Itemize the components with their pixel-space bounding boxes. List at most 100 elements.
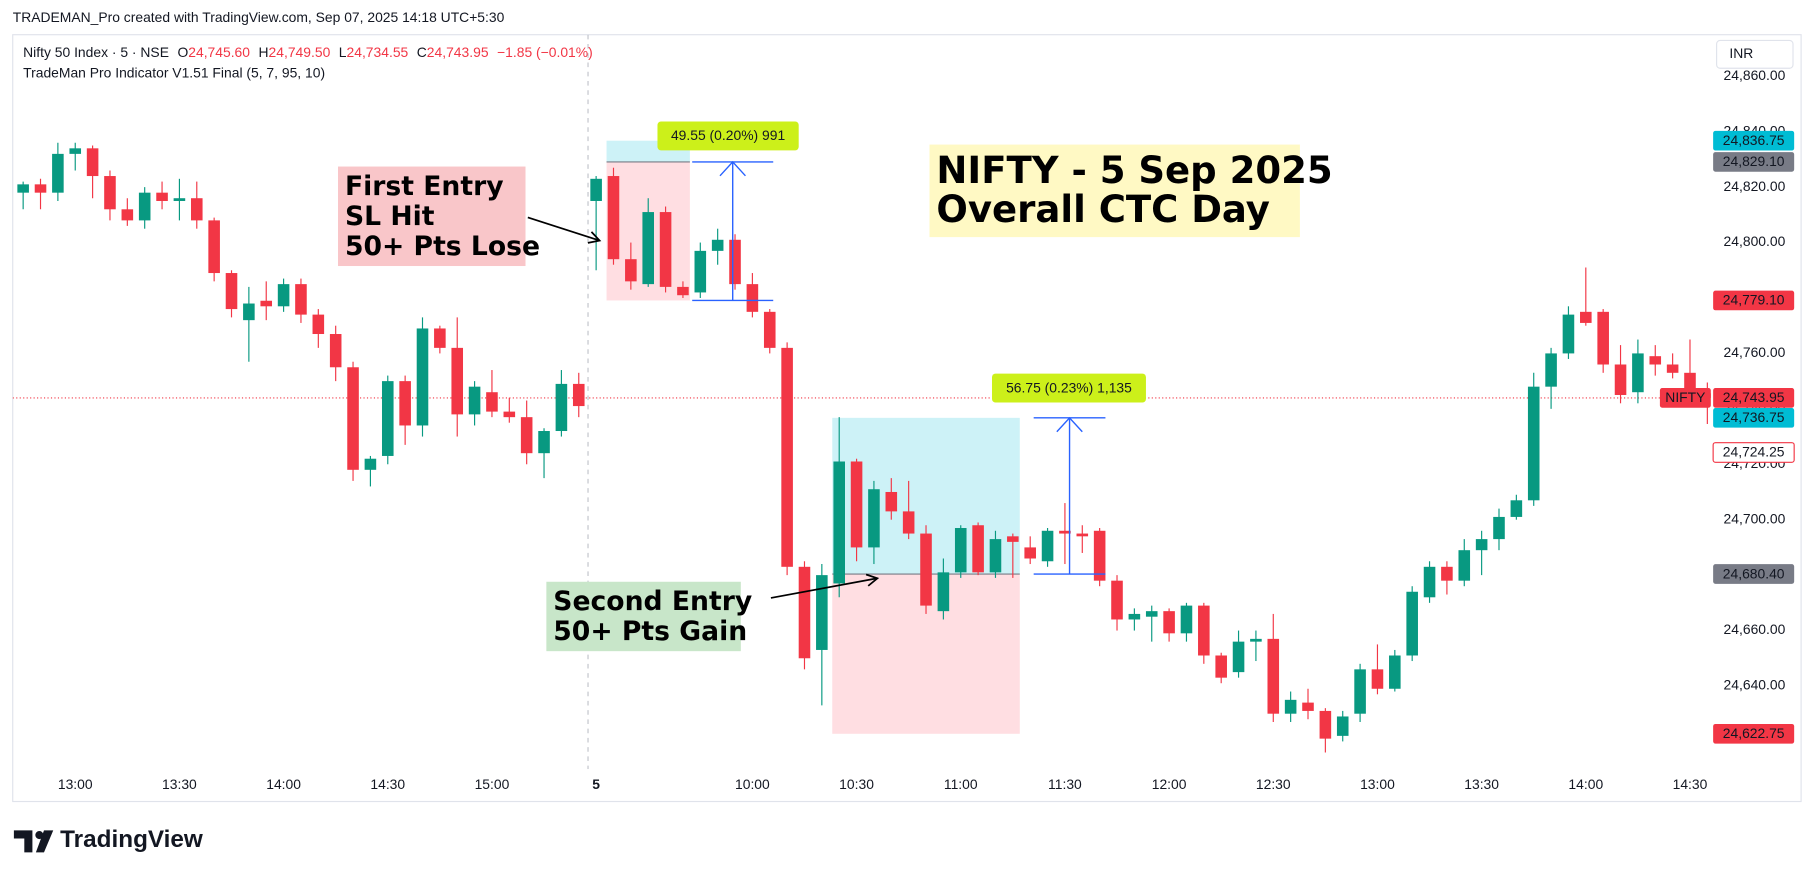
candle-body: [1632, 353, 1644, 393]
candle-body: [1406, 591, 1418, 656]
header-text: TRADEMAN_Pro created with TradingView.co…: [13, 9, 505, 25]
candle-body: [1510, 500, 1523, 517]
candle-body: [677, 286, 689, 296]
measure-label: 49.55 (0.20%) 991: [671, 127, 785, 143]
candle-body: [1371, 669, 1384, 689]
legend-symbol: Nifty 50 Index · 5 · NSE: [23, 44, 169, 60]
legend-key: C: [417, 44, 427, 60]
x-tick-label: 10:30: [839, 776, 874, 792]
candle-body: [1649, 356, 1662, 365]
candle-body: [781, 347, 793, 567]
x-tick-label: 12:00: [1152, 776, 1187, 792]
annotation-arrow: [527, 216, 602, 244]
annotation-box: [546, 581, 741, 652]
candle-body: [816, 575, 828, 650]
price-badge: [1713, 388, 1795, 408]
candle-body: [902, 511, 915, 534]
legend-value: 24,734.55: [347, 44, 409, 60]
measure-label: 56.75 (0.23%) 1,135: [1006, 379, 1132, 395]
candle-body: [1666, 364, 1679, 373]
price-badge-label: 24,736.75: [1723, 409, 1785, 425]
currency-button-box[interactable]: [1716, 39, 1794, 69]
logo-mark: [13, 830, 54, 853]
y-tick-label: 24,640.00: [1724, 677, 1786, 693]
candle-body: [555, 383, 568, 432]
candle-body: [798, 566, 811, 659]
candle-body: [1215, 655, 1227, 678]
x-tick-label: 14:30: [370, 776, 405, 792]
candle-body: [920, 533, 932, 606]
candle-body: [1302, 702, 1314, 711]
candle-body: [1354, 669, 1366, 714]
candle-body: [190, 198, 203, 221]
candle-body: [1319, 710, 1332, 739]
candle-body: [156, 192, 168, 201]
candle-body: [434, 328, 446, 348]
currency-label[interactable]: INR: [1729, 45, 1753, 61]
candle-body: [885, 491, 898, 512]
candle-body: [572, 383, 585, 407]
candle-body: [1093, 530, 1106, 581]
candle-body: [972, 525, 984, 573]
candle-body: [1562, 314, 1575, 354]
candle-body: [121, 209, 134, 221]
candle-body: [1250, 638, 1262, 642]
annotation-text: First Entry: [345, 171, 504, 202]
price-badge: [1713, 723, 1795, 744]
candle-body: [746, 284, 759, 312]
footer-text: TradingView: [60, 826, 203, 853]
x-tick-label: 11:00: [944, 776, 978, 792]
measure-label-box: [657, 121, 799, 151]
candle-body: [954, 528, 967, 573]
price-badge: [1713, 152, 1795, 172]
legend-key: L: [339, 44, 347, 60]
candle-body: [833, 461, 845, 584]
measure-label-box: [991, 373, 1146, 403]
footer-logo: TradingView: [13, 826, 203, 853]
legend-value: 24,745.60: [188, 44, 250, 60]
legend-value: 24,743.95: [427, 44, 489, 60]
annotation-text: Second Entry: [553, 586, 752, 617]
candle-body: [312, 314, 325, 335]
candle-body: [225, 273, 238, 310]
candle-body: [1684, 372, 1696, 390]
candle-body: [763, 311, 776, 348]
legend-value: 24,749.50: [269, 44, 331, 60]
candle-body: [34, 184, 47, 193]
currency-button[interactable]: INR: [1716, 39, 1794, 69]
candle-body: [1545, 353, 1557, 387]
candle-body: [1076, 533, 1089, 537]
candle-body: [260, 300, 273, 307]
price-badge: [1712, 442, 1795, 463]
y-tick-label: 24,660.00: [1724, 621, 1786, 637]
legend-key: H: [259, 44, 269, 60]
annotation-text: Overall CTC Day: [936, 188, 1269, 231]
candle-body: [1475, 539, 1488, 551]
price-badge-tag: [1659, 388, 1711, 408]
x-tick-label: 14:00: [1568, 776, 1603, 792]
y-tick-label: 24,820.00: [1724, 178, 1786, 194]
candle-body: [711, 239, 724, 251]
candle-body: [850, 461, 863, 548]
plot-area: [12, 34, 1711, 770]
legend: Nifty 50 Index · 5 · NSE O24,745.60 H24,…: [23, 44, 593, 60]
annotation-text: NIFTY - 5 Sep 2025: [936, 149, 1332, 192]
price-badge-label: 24,779.10: [1723, 292, 1785, 308]
candle-body: [1527, 386, 1540, 501]
price-badge: [1713, 290, 1795, 311]
candle-body: [69, 148, 82, 154]
candle-body: [1145, 611, 1158, 617]
price-badge-label: 24,836.75: [1723, 132, 1785, 148]
measure-arrowhead: [1056, 416, 1083, 433]
annotation-box: [337, 166, 526, 267]
x-tick-label: 13:00: [58, 776, 93, 792]
candle-body: [729, 239, 741, 285]
candle-body: [1041, 530, 1054, 562]
candle-body: [52, 153, 64, 193]
y-tick-label: 24,760.00: [1724, 344, 1786, 360]
price-badge: [1713, 130, 1795, 151]
annotation-text: SL Hit: [345, 201, 435, 232]
candle-body: [347, 367, 359, 470]
candle-body: [1493, 516, 1505, 540]
